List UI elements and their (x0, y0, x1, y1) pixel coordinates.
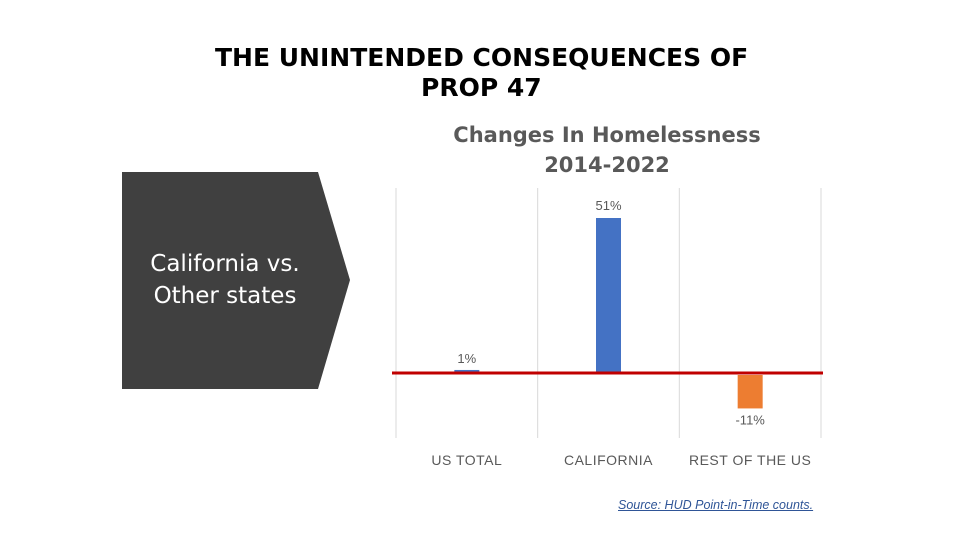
category-label: US TOTAL (431, 452, 502, 468)
data-label: 51% (595, 198, 621, 213)
chart-title-line-1: Changes In Homelessness (453, 123, 761, 147)
slide-title-line-2: PROP 47 (421, 73, 542, 102)
category-label: CALIFORNIA (564, 452, 653, 468)
category-label: REST OF THE US (689, 452, 811, 468)
bar-rest-of-the-us (737, 375, 763, 409)
data-label: -11% (735, 412, 765, 427)
chart-title: Changes In Homelessness 2014-2022 (392, 120, 822, 180)
data-label: 1% (457, 351, 476, 366)
bar-us-total (454, 369, 480, 373)
callout-chevron: California vs. Other states (122, 172, 350, 389)
chevron-shape (122, 172, 350, 389)
bar-california (596, 218, 621, 373)
callout-line-2: Other states (153, 283, 297, 309)
chart-title-line-2: 2014-2022 (544, 153, 670, 177)
callout-text: California vs. Other states (122, 248, 328, 312)
slide-title-line-1: THE UNINTENDED CONSEQUENCES OF (215, 43, 749, 72)
source-link[interactable]: Source: HUD Point-in-Time counts. (618, 498, 814, 512)
callout-line-1: California vs. (150, 251, 300, 277)
